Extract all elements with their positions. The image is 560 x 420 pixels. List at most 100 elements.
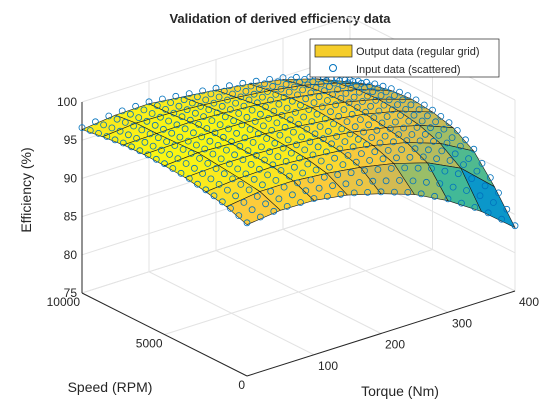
input-data-point — [386, 125, 394, 133]
input-data-point — [294, 91, 301, 99]
input-data-point — [290, 163, 298, 171]
input-data-point — [341, 138, 349, 146]
input-data-point — [252, 151, 260, 159]
input-data-point — [251, 118, 259, 125]
input-data-point — [444, 195, 452, 203]
input-data-point — [171, 142, 179, 149]
input-data-point — [267, 187, 275, 195]
input-data-point — [231, 151, 239, 159]
input-data-point — [315, 184, 323, 192]
input-data-point — [481, 182, 489, 190]
input-data-point — [456, 142, 464, 150]
input-data-point — [322, 148, 330, 156]
input-data-point — [271, 139, 279, 147]
input-data-point — [329, 182, 337, 190]
input-data-point — [186, 116, 194, 124]
input-data-point — [489, 199, 497, 206]
input-data-point — [277, 85, 285, 93]
input-data-point — [258, 181, 266, 189]
input-data-point — [218, 198, 226, 206]
input-data-point — [248, 106, 256, 114]
input-data-point — [194, 180, 201, 188]
input-data-point — [451, 150, 459, 158]
input-data-point — [285, 172, 293, 180]
input-data-point — [191, 109, 199, 117]
input-data-point — [422, 178, 430, 186]
input-data-point — [373, 126, 381, 134]
input-data-point — [280, 93, 288, 101]
input-data-point — [162, 106, 169, 113]
input-data-point — [255, 165, 263, 173]
input-data-point — [371, 80, 379, 88]
grid-line — [81, 207, 351, 294]
input-data-point — [133, 134, 141, 142]
input-data-point — [383, 113, 391, 120]
input-data-point — [343, 118, 351, 125]
input-data-point — [388, 106, 396, 114]
input-data-point — [230, 117, 238, 125]
input-data-point — [283, 104, 291, 112]
input-data-point — [211, 129, 219, 137]
input-data-point — [406, 153, 414, 161]
input-data-point — [235, 110, 243, 117]
input-data-point — [244, 147, 252, 155]
input-data-point — [364, 92, 371, 100]
input-data-point — [238, 121, 246, 129]
input-data-point — [288, 97, 296, 105]
input-data-point — [246, 125, 254, 133]
input-data-point — [405, 117, 413, 125]
input-data-point — [256, 110, 264, 118]
input-data-point — [449, 183, 457, 191]
input-data-point — [280, 183, 288, 191]
input-data-point — [409, 177, 417, 185]
input-data-point — [149, 142, 157, 150]
input-data-point — [351, 123, 359, 131]
input-data-point — [317, 80, 325, 88]
input-data-point — [349, 143, 357, 151]
input-data-point — [397, 112, 404, 119]
input-data-point — [154, 134, 162, 142]
input-data-point — [311, 130, 319, 138]
input-data-point — [187, 149, 195, 157]
input-data-point — [468, 175, 476, 183]
input-data-point — [229, 175, 237, 183]
input-data-point — [92, 118, 99, 126]
input-data-point — [234, 85, 242, 92]
x-tick-label: 100 — [318, 359, 338, 373]
input-data-point — [284, 136, 292, 144]
input-data-point — [202, 96, 210, 104]
input-data-point — [100, 121, 107, 129]
input-data-point — [312, 84, 320, 92]
input-data-point — [441, 167, 449, 175]
input-data-point — [265, 115, 273, 122]
input-data-point — [121, 119, 129, 126]
input-data-point — [203, 125, 211, 132]
input-data-point — [337, 95, 345, 102]
input-data-point — [296, 154, 304, 162]
input-data-point — [181, 125, 189, 133]
input-data-point — [216, 121, 224, 128]
input-data-point — [242, 87, 250, 95]
input-data-point — [446, 157, 454, 164]
x-axis-line — [246, 290, 516, 377]
input-data-point — [380, 101, 388, 109]
input-data-point — [384, 146, 392, 154]
input-data-point — [126, 110, 134, 118]
input-data-point — [291, 109, 299, 116]
input-data-point — [374, 166, 382, 173]
input-data-point — [418, 117, 426, 125]
input-data-point — [433, 155, 441, 163]
input-data-point — [111, 136, 119, 144]
input-data-point — [261, 80, 268, 88]
input-data-point — [212, 165, 220, 172]
input-data-point — [278, 112, 286, 119]
input-data-point — [267, 96, 275, 104]
input-data-point — [239, 156, 247, 164]
input-data-point — [196, 154, 204, 162]
input-data-point — [320, 87, 328, 95]
input-data-point — [354, 135, 362, 143]
input-data-point — [350, 93, 358, 101]
input-data-point — [286, 116, 294, 124]
input-data-point — [215, 180, 223, 188]
